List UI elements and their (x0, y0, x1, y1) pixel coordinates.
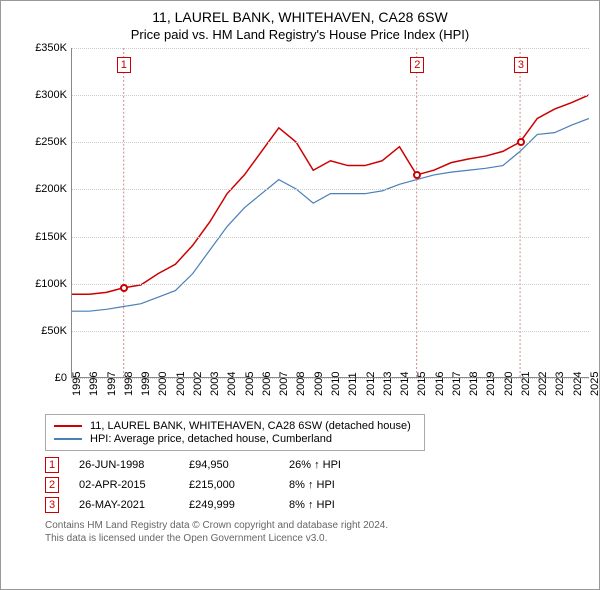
x-axis-label: 1998 (123, 372, 135, 396)
chart-svg (72, 48, 589, 377)
x-axis-label: 1997 (106, 372, 118, 396)
x-axis-label: 2016 (434, 372, 446, 396)
y-axis-label: £350K (25, 42, 67, 54)
x-axis-label: 2022 (537, 372, 549, 396)
y-axis-label: £50K (25, 325, 67, 337)
x-axis-label: 2004 (226, 372, 238, 396)
chart-title: 11, LAUREL BANK, WHITEHAVEN, CA28 6SW (11, 9, 589, 25)
transaction-marker: 3 (45, 497, 59, 513)
footer-line: Contains HM Land Registry data © Crown c… (45, 519, 589, 532)
legend-label: 11, LAUREL BANK, WHITEHAVEN, CA28 6SW (d… (90, 420, 411, 432)
y-axis-label: £250K (25, 136, 67, 148)
x-axis-label: 2017 (451, 372, 463, 396)
y-axis-label: £100K (25, 278, 67, 290)
table-row: 3 26-MAY-2021 £249,999 8% ↑ HPI (45, 497, 589, 513)
x-axis-label: 1995 (71, 372, 83, 396)
transaction-date: 26-MAY-2021 (79, 499, 189, 511)
y-axis-label: £150K (25, 231, 67, 243)
legend-item: 11, LAUREL BANK, WHITEHAVEN, CA28 6SW (d… (54, 420, 416, 432)
transactions-table: 1 26-JUN-1998 £94,950 26% ↑ HPI 2 02-APR… (45, 457, 589, 513)
x-axis-label: 2000 (157, 372, 169, 396)
x-axis-label: 2005 (244, 372, 256, 396)
x-axis-label: 2003 (209, 372, 221, 396)
transaction-date: 02-APR-2015 (79, 479, 189, 491)
plot-region: 1 2 3 (71, 48, 589, 378)
transaction-price: £94,950 (189, 459, 289, 471)
legend-swatch (54, 425, 82, 427)
legend: 11, LAUREL BANK, WHITEHAVEN, CA28 6SW (d… (45, 414, 425, 451)
table-row: 2 02-APR-2015 £215,000 8% ↑ HPI (45, 477, 589, 493)
transaction-pct: 8% ↑ HPI (289, 499, 389, 511)
x-axis-label: 2010 (330, 372, 342, 396)
x-axis-label: 2014 (399, 372, 411, 396)
transaction-date: 26-JUN-1998 (79, 459, 189, 471)
x-axis-label: 1996 (88, 372, 100, 396)
chart-marker: 1 (117, 57, 131, 73)
legend-swatch (54, 438, 82, 440)
x-axis-label: 2007 (278, 372, 290, 396)
footer: Contains HM Land Registry data © Crown c… (45, 519, 589, 545)
x-axis-label: 2019 (485, 372, 497, 396)
x-axis-label: 2009 (313, 372, 325, 396)
x-axis-label: 2001 (175, 372, 187, 396)
x-axis-label: 2024 (572, 372, 584, 396)
chart-marker: 2 (410, 57, 424, 73)
data-point-marker (120, 284, 128, 292)
x-axis-label: 2023 (554, 372, 566, 396)
x-axis-label: 2013 (382, 372, 394, 396)
x-axis-label: 2011 (347, 372, 359, 396)
chart-container: 11, LAUREL BANK, WHITEHAVEN, CA28 6SW Pr… (0, 0, 600, 590)
x-axis-label: 2002 (192, 372, 204, 396)
data-point-marker (413, 171, 421, 179)
chart-area: 123 £0£50K£100K£150K£200K£250K£300K£350K… (31, 48, 589, 408)
x-axis-label: 2008 (295, 372, 307, 396)
x-axis-label: 2021 (520, 372, 532, 396)
transaction-price: £215,000 (189, 479, 289, 491)
y-axis-label: £0 (25, 372, 67, 384)
footer-line: This data is licensed under the Open Gov… (45, 532, 589, 545)
transaction-marker: 1 (45, 457, 59, 473)
transaction-marker: 2 (45, 477, 59, 493)
x-axis-label: 2025 (589, 372, 600, 396)
y-axis-label: £300K (25, 89, 67, 101)
table-row: 1 26-JUN-1998 £94,950 26% ↑ HPI (45, 457, 589, 473)
transaction-pct: 26% ↑ HPI (289, 459, 389, 471)
legend-label: HPI: Average price, detached house, Cumb… (90, 433, 332, 445)
x-axis-label: 1999 (140, 372, 152, 396)
transaction-pct: 8% ↑ HPI (289, 479, 389, 491)
x-axis-label: 2020 (503, 372, 515, 396)
chart-subtitle: Price paid vs. HM Land Registry's House … (11, 27, 589, 42)
x-axis-label: 2015 (416, 372, 428, 396)
x-axis-label: 2006 (261, 372, 273, 396)
x-axis-label: 2012 (365, 372, 377, 396)
transaction-price: £249,999 (189, 499, 289, 511)
y-axis-label: £200K (25, 183, 67, 195)
legend-item: HPI: Average price, detached house, Cumb… (54, 433, 416, 445)
x-axis-label: 2018 (468, 372, 480, 396)
chart-marker: 3 (514, 57, 528, 73)
data-point-marker (517, 138, 525, 146)
